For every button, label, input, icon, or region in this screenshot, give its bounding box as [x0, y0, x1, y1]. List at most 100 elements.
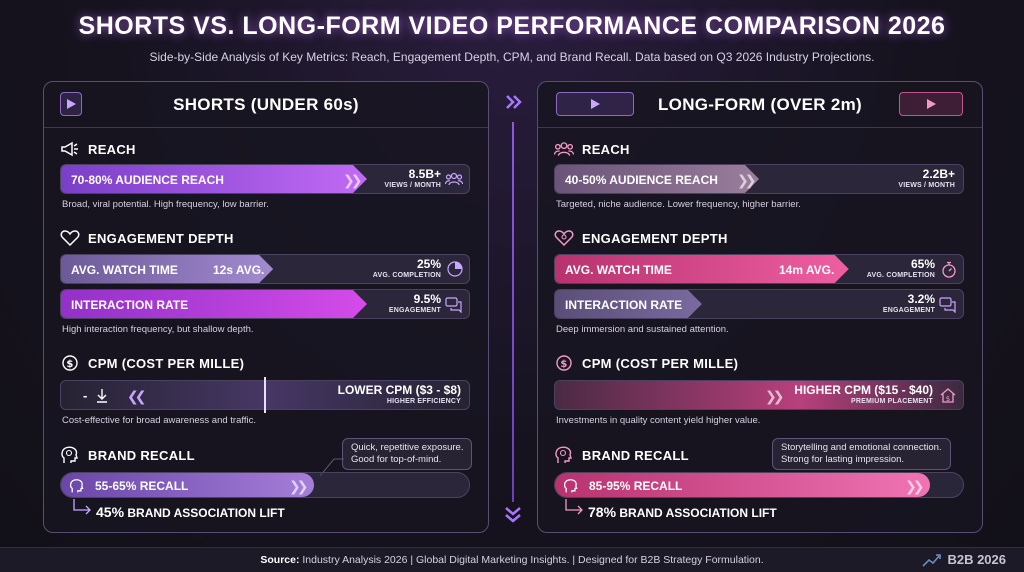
footer-source-label: Source:	[260, 554, 300, 566]
longform-panel-header: LONG-FORM (OVER 2m)	[538, 82, 982, 128]
longform-watch-value: 14m AVG.	[779, 263, 835, 277]
longform-cpm-desc: Investments in quality content yield hig…	[556, 415, 761, 426]
chat-icon	[939, 297, 956, 313]
dollar-cycle-icon: $	[62, 355, 78, 371]
longform-reach-stat: 2.2B+ VIEWS / MONTH	[898, 168, 955, 189]
shorts-reach-label: 70-80% AUDIENCE REACH	[71, 173, 224, 187]
shorts-cpm-heading-text: CPM (COST PER MILLE)	[88, 355, 245, 371]
shorts-lift-num: 45%	[96, 504, 125, 520]
longform-reach-heading: REACH	[554, 140, 630, 158]
brain-head-icon	[61, 446, 78, 463]
shorts-reach-stat-value: 8.5B+	[408, 167, 441, 181]
shorts-interaction-fill	[61, 290, 367, 318]
longform-watch-label: AVG. WATCH TIME	[565, 263, 672, 277]
download-arrow-icon	[97, 389, 107, 403]
shorts-interaction-bar: INTERACTION RATE 9.5% ENGAGEMENT	[60, 289, 470, 319]
longform-cpm-sub: PREMIUM PLACEMENT	[851, 398, 933, 405]
shorts-cpm-desc: Cost-effective for broad awareness and t…	[62, 415, 256, 426]
longform-interaction-stat-unit: ENGAGEMENT	[882, 307, 935, 314]
shorts-interaction-stat: 9.5% ENGAGEMENT	[389, 293, 441, 314]
longform-panel-title: LONG-FORM (OVER 2m)	[657, 95, 863, 114]
shorts-recall-fill	[61, 473, 314, 497]
shorts-callout-line1: Quick, repetitive exposure.	[351, 442, 464, 453]
dollar-cycle-icon: $	[556, 355, 572, 371]
longform-interaction-label: INTERACTION RATE	[565, 298, 683, 312]
longform-reach-bar: 40-50% AUDIENCE REACH ❯❯ 2.2B+ VIEWS / M…	[554, 164, 964, 194]
longform-lift-num: 78%	[588, 504, 617, 520]
heart-icon	[60, 230, 80, 246]
brand-text: B2B 2026	[947, 552, 1006, 567]
shorts-reach-bar: 70-80% AUDIENCE REACH ❯❯ 8.5B+ VIEWS / M…	[60, 164, 470, 194]
longform-watch-stat: 65% AVG. COMPLETION	[867, 258, 935, 279]
play-icon	[556, 92, 634, 116]
longform-cpm-heading-text: CPM (COST PER MILLE)	[582, 355, 739, 371]
longform-reach-desc: Targeted, niche audience. Lower frequenc…	[556, 199, 801, 210]
stopwatch-icon	[942, 261, 956, 278]
longform-interaction-bar: INTERACTION RATE 3.2% ENGAGEMENT	[554, 289, 964, 319]
longform-recall-heading: BRAND RECALL	[554, 446, 689, 464]
longform-cpm-heading: $ CPM (COST PER MILLE)	[554, 354, 738, 372]
shorts-cpm-minus: -	[83, 388, 88, 403]
longform-lift-text: BRAND ASSOCIATION LIFT	[619, 506, 777, 520]
shorts-lift-text: BRAND ASSOCIATION LIFT	[127, 506, 285, 520]
shorts-cpm-bar: - ❮❮ LOWER CPM ($3 - $8) HIGHER EFFICIEN…	[60, 377, 470, 413]
longform-engagement-heading-text: ENGAGEMENT DEPTH	[582, 230, 728, 246]
longform-watch-bar: AVG. WATCH TIME 14m AVG. 65% AVG. COMPLE…	[554, 254, 964, 284]
longform-recall-heading-text: BRAND RECALL	[582, 447, 689, 463]
shorts-watch-stat: 25% AVG. COMPLETION	[373, 258, 441, 279]
longform-panel: LONG-FORM (OVER 2m) REACH 40-50% AUDIENC…	[537, 81, 983, 533]
megaphone-icon	[61, 141, 78, 157]
chat-icon	[445, 297, 462, 313]
page-subtitle: Side-by-Side Analysis of Key Metrics: Re…	[149, 50, 875, 64]
longform-reach-fill	[555, 165, 759, 193]
shorts-panel: SHORTS (UNDER 60s) REACH 70-80% AUDIENCE…	[43, 81, 489, 533]
brain-head-icon	[555, 446, 572, 463]
longform-watch-stat-value: 65%	[910, 257, 935, 271]
play-icon	[899, 92, 963, 116]
shorts-interaction-label: INTERACTION RATE	[71, 298, 189, 312]
shorts-watch-stat-unit: AVG. COMPLETION	[372, 272, 441, 279]
longform-reach-heading-text: REACH	[582, 141, 630, 157]
callout-connector	[319, 458, 344, 477]
play-icon	[60, 92, 82, 116]
chevron-icon: ❯❯	[737, 172, 757, 188]
longform-cpm-fill	[555, 381, 963, 409]
longform-recall-fill	[555, 473, 931, 497]
longform-reach-stat-value: 2.2B+	[922, 167, 955, 181]
svg-text:$: $	[560, 359, 567, 370]
chevron-right-icon	[505, 94, 523, 115]
shorts-engagement-heading: ENGAGEMENT DEPTH	[60, 229, 234, 247]
shorts-reach-desc: Broad, viral potential. High frequency, …	[62, 199, 269, 210]
chevron-icon: ❯❯	[343, 172, 363, 188]
longform-interaction-stat: 3.2% ENGAGEMENT	[883, 293, 935, 314]
shorts-watch-fill	[61, 255, 273, 283]
audience-icon	[554, 142, 574, 156]
chevron-icon: ❯❯	[905, 478, 925, 494]
longform-cpm-stat: HIGHER CPM ($15 - $40) PREMIUM PLACEMENT	[794, 384, 933, 405]
shorts-recall-callout: Quick, repetitive exposure. Good for top…	[342, 438, 473, 470]
chevron-icon: ❯❯	[289, 478, 309, 494]
svg-text:$: $	[946, 395, 950, 403]
longform-cpm-bar: ❯❯ HIGHER CPM ($15 - $40) PREMIUM PLACEM…	[554, 380, 964, 410]
svg-text:$: $	[66, 359, 73, 370]
shorts-cpm-stat: LOWER CPM ($3 - $8) HIGHER EFFICIENCY	[338, 384, 461, 405]
shorts-watch-value: 12s AVG.	[213, 263, 265, 277]
audience-icon	[445, 172, 463, 186]
shorts-panel-header: SHORTS (UNDER 60s)	[44, 82, 488, 128]
corner-arrow-icon	[565, 499, 583, 515]
center-divider	[512, 122, 514, 502]
corner-arrow-icon	[73, 499, 91, 515]
shorts-recall-heading-text: BRAND RECALL	[88, 447, 195, 463]
shorts-cpm-heading: $ CPM (COST PER MILLE)	[60, 354, 244, 372]
pie-chart-icon	[447, 261, 463, 277]
footer-source-text: Industry Analysis 2026 | Global Digital …	[302, 554, 764, 566]
shorts-watch-label: AVG. WATCH TIME	[71, 263, 178, 277]
trend-chart-icon	[922, 553, 942, 567]
house-dollar-icon: $	[940, 388, 956, 403]
footer: Source: Industry Analysis 2026 | Global …	[0, 547, 1024, 572]
shorts-cpm-marker	[264, 377, 266, 413]
longform-engagement-heading: ENGAGEMENT DEPTH	[554, 229, 728, 247]
longform-reach-label: 40-50% AUDIENCE REACH	[565, 173, 718, 187]
shorts-engagement-heading-text: ENGAGEMENT DEPTH	[88, 230, 234, 246]
shorts-reach-fill	[61, 165, 367, 193]
